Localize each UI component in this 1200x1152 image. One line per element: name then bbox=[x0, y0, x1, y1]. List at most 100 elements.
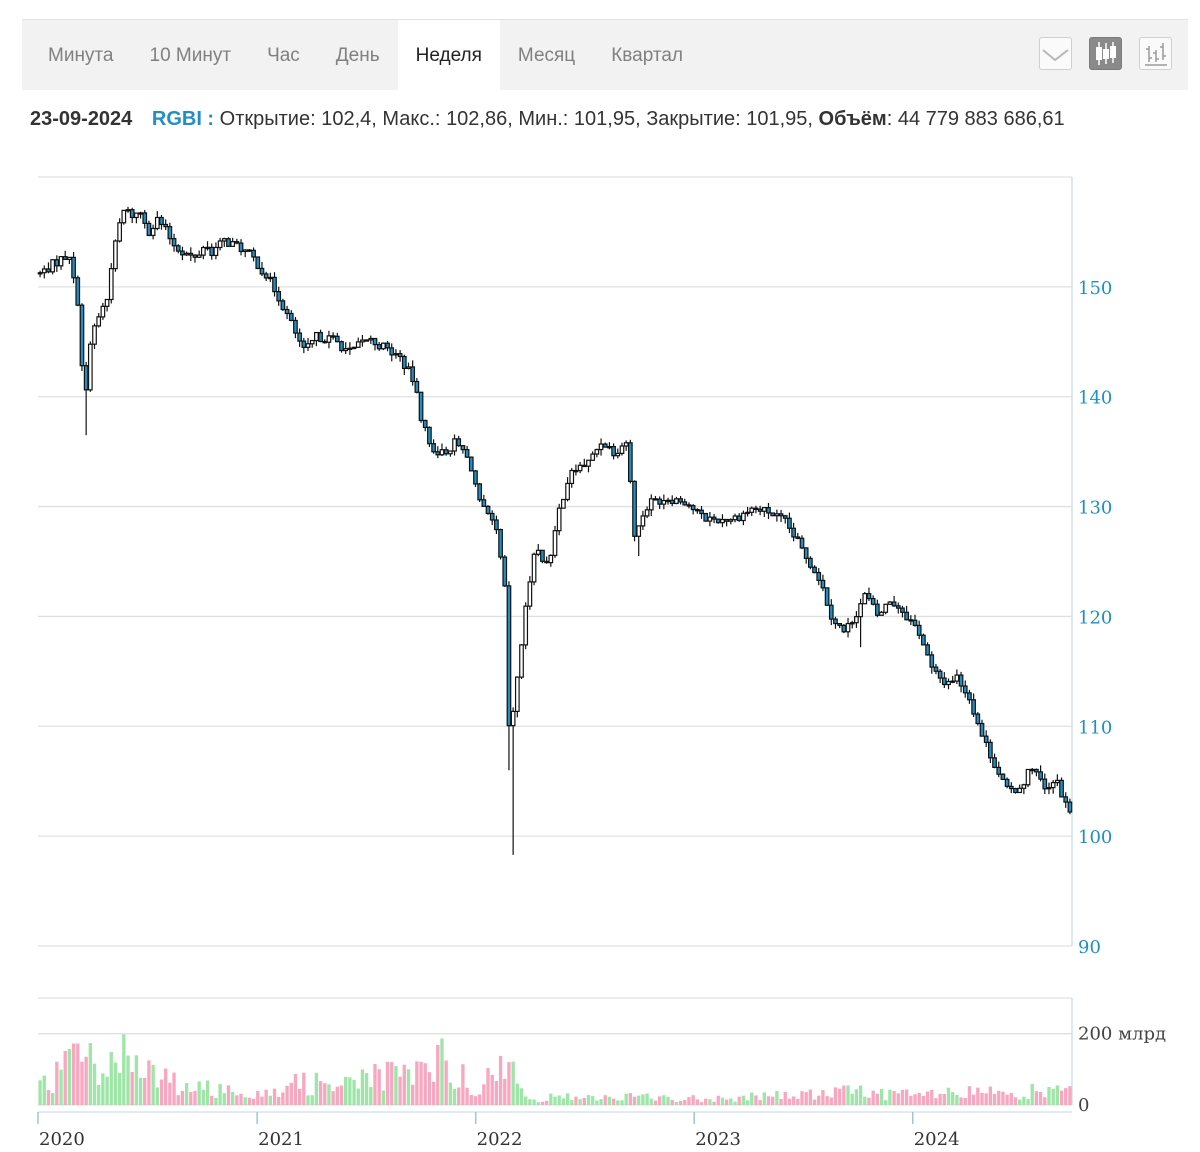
candle-body bbox=[477, 483, 483, 501]
volume-bar bbox=[724, 1099, 729, 1105]
volume-bar bbox=[147, 1060, 151, 1105]
candlestick-chart-button[interactable] bbox=[1089, 37, 1122, 70]
volume-bar bbox=[938, 1093, 942, 1105]
candle bbox=[226, 237, 231, 247]
candle-body bbox=[364, 339, 369, 342]
volume-bar bbox=[113, 1062, 118, 1105]
candle bbox=[615, 448, 621, 459]
candle-body bbox=[104, 298, 110, 307]
candle-body bbox=[988, 741, 993, 759]
candle bbox=[778, 509, 784, 523]
candle-body bbox=[694, 509, 700, 512]
ohlc-bars-button[interactable] bbox=[1139, 37, 1172, 70]
volume-bar bbox=[879, 1088, 884, 1105]
candle bbox=[489, 510, 495, 525]
candle bbox=[1042, 773, 1048, 795]
price-tick-label: 90 bbox=[1078, 937, 1101, 958]
candle-body bbox=[569, 469, 575, 485]
candle bbox=[1046, 782, 1052, 795]
volume-bar bbox=[289, 1082, 293, 1105]
volume-bar bbox=[327, 1084, 331, 1105]
candle-body bbox=[351, 346, 357, 350]
volume-bar bbox=[829, 1097, 833, 1105]
candle-body bbox=[644, 509, 650, 517]
candle bbox=[41, 265, 47, 279]
candle-body bbox=[816, 571, 822, 581]
candle bbox=[983, 730, 989, 748]
volume-bar bbox=[863, 1096, 867, 1105]
volume-bar bbox=[394, 1066, 398, 1105]
candle bbox=[619, 442, 625, 456]
candle-body bbox=[418, 391, 424, 422]
candle bbox=[121, 209, 127, 225]
candle bbox=[188, 247, 194, 262]
line-chart-button[interactable] bbox=[1039, 37, 1072, 70]
candle bbox=[866, 587, 872, 602]
candle bbox=[175, 244, 181, 254]
price-tick-label: 130 bbox=[1078, 498, 1112, 519]
tab-0[interactable]: Минута bbox=[48, 45, 114, 66]
candle bbox=[192, 254, 198, 263]
candle-body bbox=[669, 499, 675, 505]
volume-bar bbox=[934, 1098, 938, 1105]
candle bbox=[736, 513, 742, 522]
candle-body bbox=[96, 316, 102, 327]
candle-body bbox=[54, 259, 60, 267]
candle-body bbox=[58, 256, 64, 267]
candle-body bbox=[531, 553, 537, 583]
volume-bar bbox=[871, 1090, 875, 1105]
candle bbox=[514, 676, 520, 718]
candle-body bbox=[858, 603, 863, 618]
tab-4[interactable]: Неделя bbox=[397, 20, 500, 90]
candle bbox=[309, 339, 315, 348]
volume-bar bbox=[691, 1095, 695, 1105]
candle bbox=[690, 504, 696, 515]
candle bbox=[954, 669, 960, 685]
candle bbox=[921, 633, 926, 646]
candle-body bbox=[540, 549, 545, 562]
volume-bar bbox=[649, 1098, 653, 1105]
candle-body bbox=[293, 319, 298, 334]
candle-body bbox=[468, 456, 474, 472]
candle-body bbox=[627, 442, 633, 482]
volume-bar bbox=[670, 1099, 674, 1105]
candle bbox=[305, 338, 311, 351]
candle bbox=[653, 495, 658, 501]
candle bbox=[108, 263, 114, 304]
volume-bar bbox=[402, 1064, 406, 1105]
candle-body bbox=[309, 339, 315, 345]
volume-bar bbox=[482, 1084, 486, 1105]
candle-body bbox=[795, 536, 801, 539]
volume-bar bbox=[477, 1094, 482, 1105]
candle-body bbox=[979, 722, 985, 737]
candle-body bbox=[581, 464, 587, 468]
candle bbox=[125, 206, 131, 213]
volume-bar bbox=[310, 1095, 314, 1105]
candle-body bbox=[774, 513, 780, 517]
volume-bar bbox=[126, 1055, 130, 1105]
candle-body bbox=[360, 339, 365, 343]
candle-body bbox=[138, 212, 143, 215]
volume-bar bbox=[63, 1051, 67, 1105]
tab-1[interactable]: 10 Минут bbox=[149, 45, 232, 66]
volume-bar bbox=[1034, 1091, 1039, 1105]
candle-body bbox=[221, 238, 227, 242]
price-tick-label: 100 bbox=[1078, 827, 1112, 848]
volume-bar bbox=[377, 1069, 381, 1105]
candle bbox=[782, 514, 788, 524]
volume-bar bbox=[381, 1090, 386, 1105]
candle-body bbox=[226, 238, 231, 247]
tab-2[interactable]: Час bbox=[267, 45, 300, 66]
candle bbox=[895, 602, 901, 614]
volume-bar bbox=[306, 1095, 310, 1105]
volume-bar bbox=[603, 1095, 607, 1105]
candle bbox=[862, 592, 868, 605]
tab-3[interactable]: День bbox=[335, 45, 380, 66]
candle-body bbox=[410, 366, 416, 383]
volume-bar bbox=[314, 1072, 319, 1105]
volume-bar bbox=[352, 1079, 356, 1105]
tab-6[interactable]: Квартал bbox=[611, 45, 683, 66]
candle-body bbox=[427, 426, 432, 445]
tab-5[interactable]: Месяц bbox=[517, 45, 576, 66]
